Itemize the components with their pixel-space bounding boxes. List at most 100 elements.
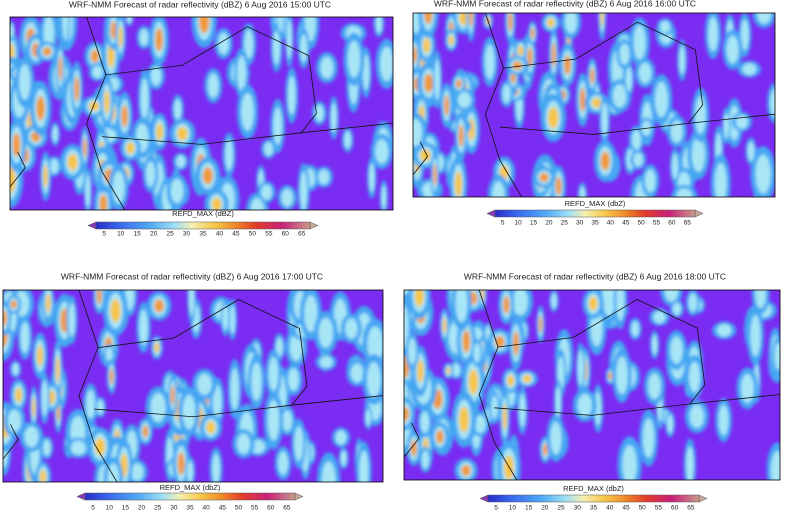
echo-core (288, 368, 299, 391)
echo-core (671, 153, 679, 179)
echo-core (726, 35, 739, 64)
echo-core (648, 373, 661, 400)
echo-core (130, 463, 144, 481)
echo-core (455, 290, 468, 323)
echo-core (268, 356, 279, 392)
colorbar-tick-label: 50 (638, 220, 646, 227)
echo-core (622, 444, 637, 480)
echo-strong (424, 13, 433, 25)
echo-strong (177, 126, 188, 141)
echo-core (24, 426, 39, 448)
echo-core (300, 34, 308, 63)
colorbar-label: REFD_MAX (dbZ) (563, 484, 624, 493)
echo-strong (513, 331, 519, 356)
border (97, 299, 308, 406)
coast (404, 422, 420, 458)
echo-strong (414, 290, 424, 307)
echo-strong (10, 300, 17, 309)
echo-core (225, 139, 233, 171)
echo-strong (591, 97, 602, 108)
echo-core (367, 326, 383, 363)
echo-core (170, 178, 184, 204)
echo-core (86, 389, 96, 419)
panel-title: WRF-NMM Forecast of radar reflectivity (… (69, 0, 331, 9)
echo-core (755, 290, 766, 309)
echo-strong (32, 397, 36, 418)
colorbar-tick-label: 10 (514, 220, 522, 227)
echo-core (577, 393, 592, 417)
echo-strong (206, 421, 216, 434)
colorbar-tick-label: 30 (183, 231, 191, 238)
echo-strong (42, 47, 52, 56)
echo-core (230, 368, 239, 410)
colorbar-tick-label: 15 (530, 220, 538, 227)
colorbar-tick-label: 20 (138, 505, 146, 512)
echo-core (300, 171, 308, 210)
echo-core (318, 317, 334, 348)
coast (10, 151, 26, 188)
echo-core (714, 162, 727, 197)
echo-core (601, 102, 608, 137)
colorbar-tick-label: 55 (655, 505, 663, 512)
echo-core (366, 361, 381, 398)
echo-strong (156, 123, 164, 141)
colorbar-tick-label: 50 (249, 231, 257, 238)
echo-strong (413, 46, 417, 64)
echo-strong (420, 149, 431, 162)
echo-core (676, 188, 693, 197)
echo-core (10, 23, 14, 39)
echo-core (577, 350, 584, 386)
echo-strong (446, 367, 451, 375)
echo-core (315, 104, 324, 122)
echo-strong (433, 163, 437, 186)
echo-core (335, 430, 347, 445)
echo-core (229, 305, 236, 334)
echo-core (347, 40, 361, 78)
echo-core (182, 394, 196, 430)
echo-strong (551, 42, 556, 68)
echo-core (277, 17, 283, 32)
echo-core (380, 46, 393, 82)
echo-strong (109, 368, 114, 385)
echo-core (491, 395, 498, 420)
echo-core (318, 169, 330, 185)
echo-core (616, 290, 625, 321)
colorbar-label: REFD_MAX (dbZ) (565, 199, 626, 208)
colorbar-tick-label: 60 (671, 505, 679, 512)
colorbar-tick-label: 45 (232, 231, 240, 238)
border (503, 21, 704, 124)
echo-strong (126, 142, 135, 154)
echo-core (359, 450, 369, 482)
colorbar-tick-label: 30 (170, 505, 178, 512)
echo-core (92, 65, 103, 79)
echo-core (642, 418, 655, 458)
echo-core (107, 463, 120, 482)
echo-core (670, 120, 683, 143)
echo-core (68, 302, 76, 337)
colorbar-tick-label: 50 (235, 505, 243, 512)
echo-core (653, 311, 666, 324)
echo-core (631, 321, 640, 337)
echo-core (434, 59, 441, 101)
colorbar-end (309, 221, 319, 230)
echo-strong (455, 79, 462, 89)
echo-strong (522, 374, 532, 383)
echo-strong (468, 369, 479, 395)
colorbar-tick-label: 50 (639, 505, 647, 512)
colorbar-tick-label: 60 (282, 231, 290, 238)
echo-strong (154, 299, 164, 313)
echo-core (275, 337, 283, 357)
echo-strong (503, 296, 510, 314)
colorbar-tick-label: 20 (150, 231, 158, 238)
echo-strong (459, 13, 469, 26)
coast (3, 424, 19, 460)
echo-core (457, 91, 471, 109)
echo-core (176, 155, 186, 168)
echo-core (140, 78, 149, 120)
echo-core (708, 16, 718, 52)
echo-core (267, 399, 280, 441)
echo-strong (448, 35, 454, 46)
echo-core (85, 174, 91, 208)
colorbar-tick-label: 40 (216, 231, 224, 238)
colorbar-tick-label: 30 (574, 505, 582, 512)
